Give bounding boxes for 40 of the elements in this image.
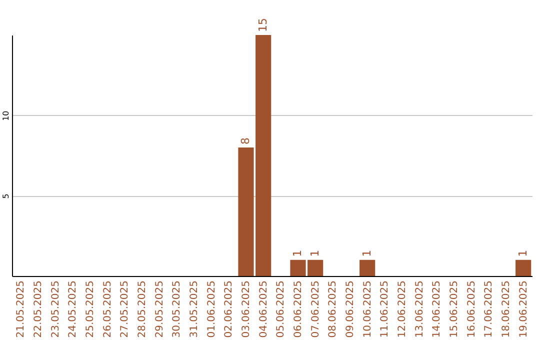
x-tick-label: 19.06.2025 <box>518 280 530 338</box>
x-tick-label: 30.05.2025 <box>172 280 183 338</box>
x-tick-label: 27.05.2025 <box>120 280 131 338</box>
x-tick-label: 18.06.2025 <box>501 280 512 338</box>
x-tick-label: 01.06.2025 <box>206 280 218 338</box>
data-label: 1 <box>291 250 304 257</box>
x-tick-label: 28.05.2025 <box>137 280 148 338</box>
x-tick-label: 29.05.2025 <box>154 280 166 338</box>
x-tick-label: 26.05.2025 <box>102 280 114 338</box>
x-tick-label: 14.06.2025 <box>432 280 443 338</box>
bar <box>516 260 532 276</box>
x-tick-label: 04.06.2025 <box>258 280 270 338</box>
x-tick-label: 23.05.2025 <box>50 280 62 338</box>
data-label: 1 <box>516 250 530 257</box>
x-tick-label: 22.05.2025 <box>33 280 44 338</box>
x-tick-label: 05.06.2025 <box>276 280 287 338</box>
bar <box>360 260 376 276</box>
x-tick-label: 21.05.2025 <box>16 280 27 338</box>
x-tick-label: 25.05.2025 <box>85 280 96 338</box>
x-tick-label: 16.06.2025 <box>466 280 478 338</box>
x-tick-label: 09.06.2025 <box>345 280 356 338</box>
x-tick-label: 13.06.2025 <box>414 280 426 338</box>
x-tick-label: 10.06.2025 <box>362 280 374 338</box>
x-tick-label: 11.06.2025 <box>380 280 391 338</box>
y-tick-label: 5 <box>2 194 10 199</box>
x-tick-label: 12.06.2025 <box>397 280 408 338</box>
x-tick-label: 03.06.2025 <box>241 280 252 338</box>
x-tick-label: 17.06.2025 <box>484 280 495 338</box>
x-tick-label: 24.05.2025 <box>68 280 79 338</box>
data-label: 15 <box>256 18 270 32</box>
data-label: 8 <box>239 137 252 144</box>
y-tick-label: 10 <box>2 110 10 121</box>
x-tick-label: 07.06.2025 <box>310 280 322 338</box>
data-label: 1 <box>360 250 374 257</box>
data-label: 1 <box>308 250 322 257</box>
x-tick-label: 31.05.2025 <box>189 280 200 338</box>
x-tick-label: 08.06.2025 <box>328 280 339 338</box>
x-tick-label: 15.06.2025 <box>449 280 460 338</box>
x-tick-label: 06.06.2025 <box>293 280 304 338</box>
x-tick-label: 02.06.2025 <box>224 280 235 338</box>
